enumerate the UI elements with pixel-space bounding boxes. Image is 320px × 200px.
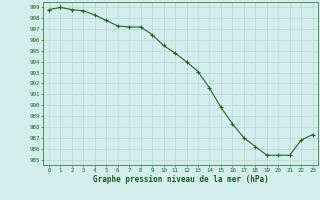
X-axis label: Graphe pression niveau de la mer (hPa): Graphe pression niveau de la mer (hPa)	[93, 175, 269, 184]
